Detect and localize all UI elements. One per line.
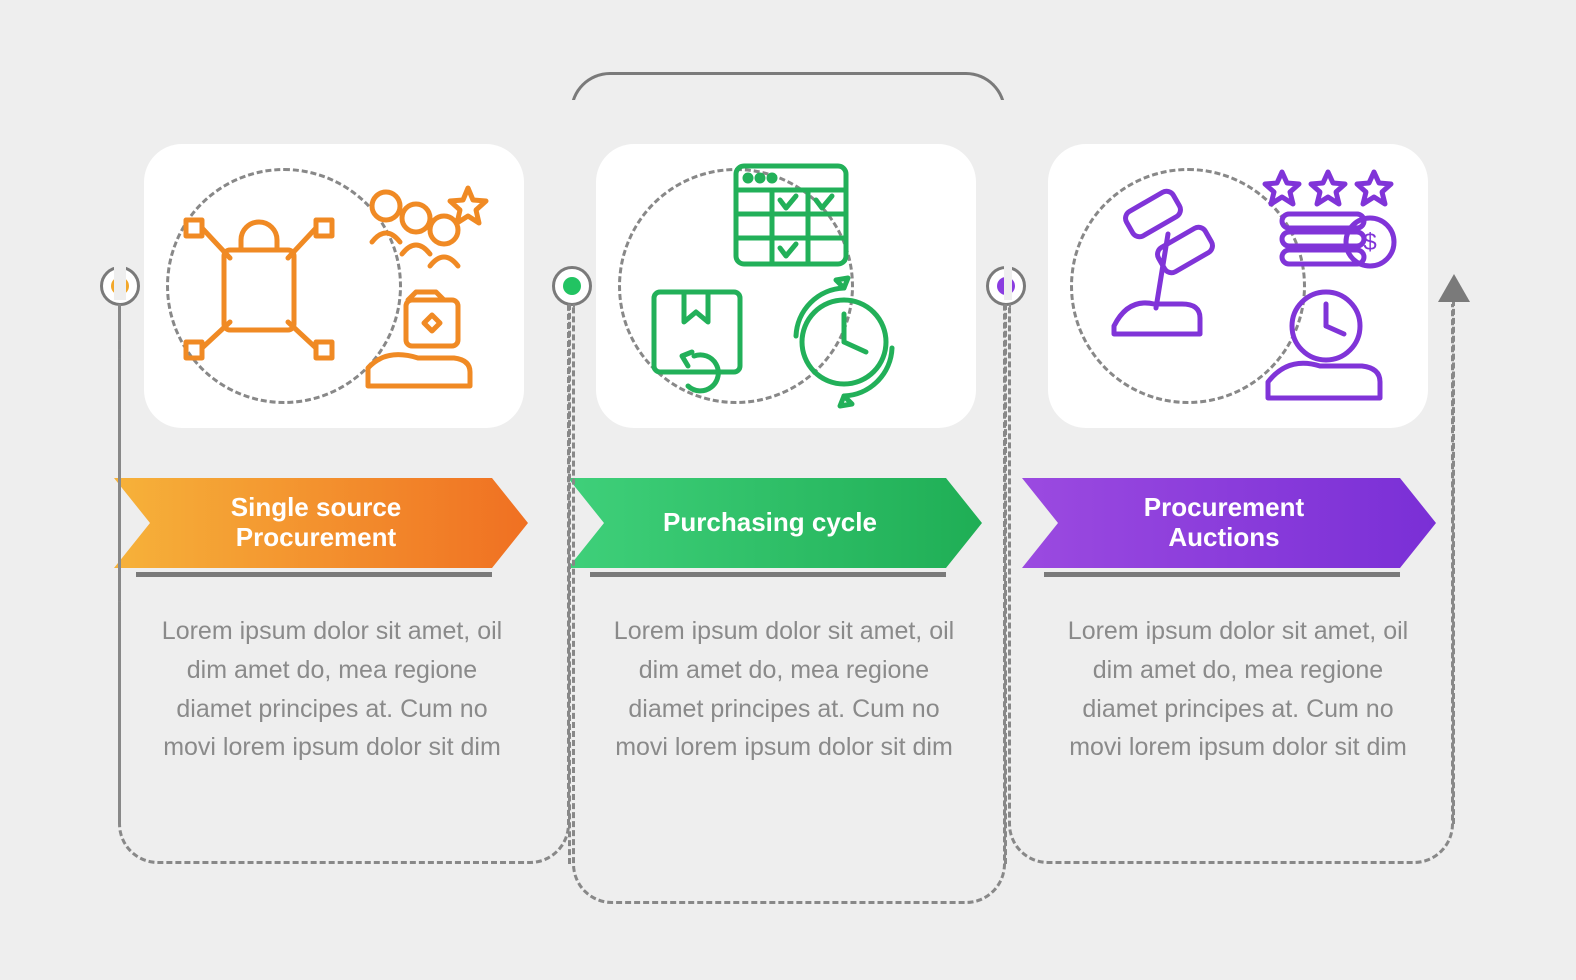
- single-source-procurement-icon: [186, 170, 496, 400]
- arrow-1-label: Single source Procurement: [231, 493, 402, 553]
- desc-2: Lorem ipsum dolor sit amet, oil dim amet…: [604, 612, 964, 767]
- svg-text:$: $: [1363, 229, 1376, 256]
- arrow-3: Procurement Auctions: [1022, 478, 1436, 568]
- arrow-1: Single source Procurement: [114, 478, 528, 568]
- arrow-shadow-3: [1044, 572, 1400, 577]
- arrow-3-label: Procurement Auctions: [1144, 493, 1304, 553]
- dash-v-1r: [568, 304, 571, 864]
- dash-v-1l: [118, 304, 121, 824]
- arrow-2: Purchasing cycle: [568, 478, 982, 568]
- arrow-shadow-2: [590, 572, 946, 577]
- end-arrow-icon: [1438, 274, 1470, 302]
- desc-3: Lorem ipsum dolor sit amet, oil dim amet…: [1058, 612, 1418, 767]
- dash-v-3r: [1452, 300, 1455, 824]
- desc-1: Lorem ipsum dolor sit amet, oil dim amet…: [152, 612, 512, 767]
- infographic-canvas: $ Single source Procurement Purchasing c…: [0, 0, 1576, 980]
- dash-v-2r: [1004, 304, 1007, 864]
- mask-1l: [114, 140, 126, 300]
- mask-2l: [568, 100, 576, 260]
- procurement-auctions-icon: $: [1090, 158, 1410, 414]
- mask-3l: [1004, 140, 1012, 300]
- node-dot-2: [552, 266, 592, 306]
- arrow-shadow-1: [136, 572, 492, 577]
- arrow-2-label: Purchasing cycle: [663, 508, 877, 538]
- purchasing-cycle-icon: [636, 160, 946, 410]
